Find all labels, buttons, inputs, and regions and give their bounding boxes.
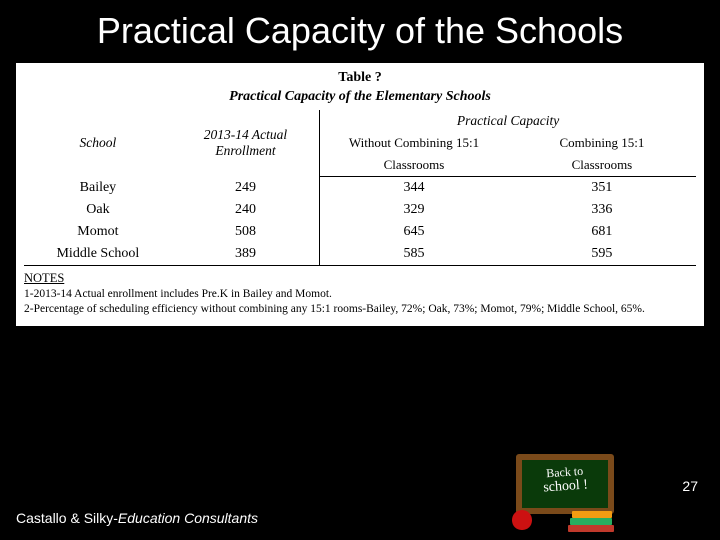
table-row: Bailey 249 344 351 <box>24 176 696 199</box>
back-to-school-graphic: Back to school ! <box>510 450 620 532</box>
cell-school: Bailey <box>24 176 172 199</box>
book-icon <box>572 511 612 518</box>
cell-school: Oak <box>24 199 172 221</box>
col-header-with: Combining 15:1 <box>508 132 696 154</box>
note-2: 2-Percentage of scheduling efficiency wi… <box>24 302 696 318</box>
table-notes: NOTES 1-2013-14 Actual enrollment includ… <box>24 266 696 318</box>
table-title: Practical Capacity of the Elementary Sch… <box>229 89 491 104</box>
col-header-with-2: Classrooms <box>508 154 696 177</box>
cell-with: 681 <box>508 221 696 243</box>
cell-enroll: 389 <box>172 243 320 266</box>
col-header-practical-capacity: Practical Capacity <box>320 110 696 132</box>
cell-with: 595 <box>508 243 696 266</box>
book-icon <box>570 518 612 525</box>
cell-school: Momot <box>24 221 172 243</box>
table-row: Oak 240 329 336 <box>24 199 696 221</box>
footer-org: Castallo & Silky- <box>16 510 118 526</box>
footer-credit: Castallo & Silky-Education Consultants <box>16 510 258 526</box>
table-caption: Table ? Practical Capacity of the Elemen… <box>24 69 696 105</box>
capacity-table-panel: Table ? Practical Capacity of the Elemen… <box>16 63 704 325</box>
cell-without: 645 <box>320 221 508 243</box>
notes-title: NOTES <box>24 270 696 287</box>
with-l1: Combining 15:1 <box>559 135 644 150</box>
table-number: Table ? <box>338 70 381 85</box>
cell-enroll: 249 <box>172 176 320 199</box>
col-header-enrollment: 2013-14 Actual Enrollment <box>172 110 320 177</box>
col-header-school: School <box>24 110 172 177</box>
book-icon <box>568 525 614 532</box>
chalk-line2: school ! <box>543 478 589 496</box>
chalkboard-icon: Back to school ! <box>516 454 614 514</box>
chalk-text: Back to school ! <box>521 457 609 497</box>
col-header-without: Without Combining 15:1 <box>320 132 508 154</box>
without-l1: Without Combining 15:1 <box>349 135 479 150</box>
page-number: 27 <box>682 478 698 494</box>
cell-enroll: 508 <box>172 221 320 243</box>
enroll-l2: Enrollment <box>215 143 275 158</box>
footer-tag: Education Consultants <box>118 510 258 526</box>
enroll-l1: 2013-14 Actual <box>204 127 287 142</box>
capacity-table: School 2013-14 Actual Enrollment Practic… <box>24 110 696 266</box>
cell-without: 329 <box>320 199 508 221</box>
cell-with: 336 <box>508 199 696 221</box>
cell-with: 351 <box>508 176 696 199</box>
col-header-without-2: Classrooms <box>320 154 508 177</box>
table-row: Momot 508 645 681 <box>24 221 696 243</box>
apple-icon <box>512 510 532 530</box>
books-icon <box>568 510 616 532</box>
cell-enroll: 240 <box>172 199 320 221</box>
table-row: Middle School 389 585 595 <box>24 243 696 266</box>
cell-school: Middle School <box>24 243 172 266</box>
slide-title: Practical Capacity of the Schools <box>0 0 720 59</box>
cell-without: 344 <box>320 176 508 199</box>
cell-without: 585 <box>320 243 508 266</box>
note-1: 1-2013-14 Actual enrollment includes Pre… <box>24 287 696 303</box>
